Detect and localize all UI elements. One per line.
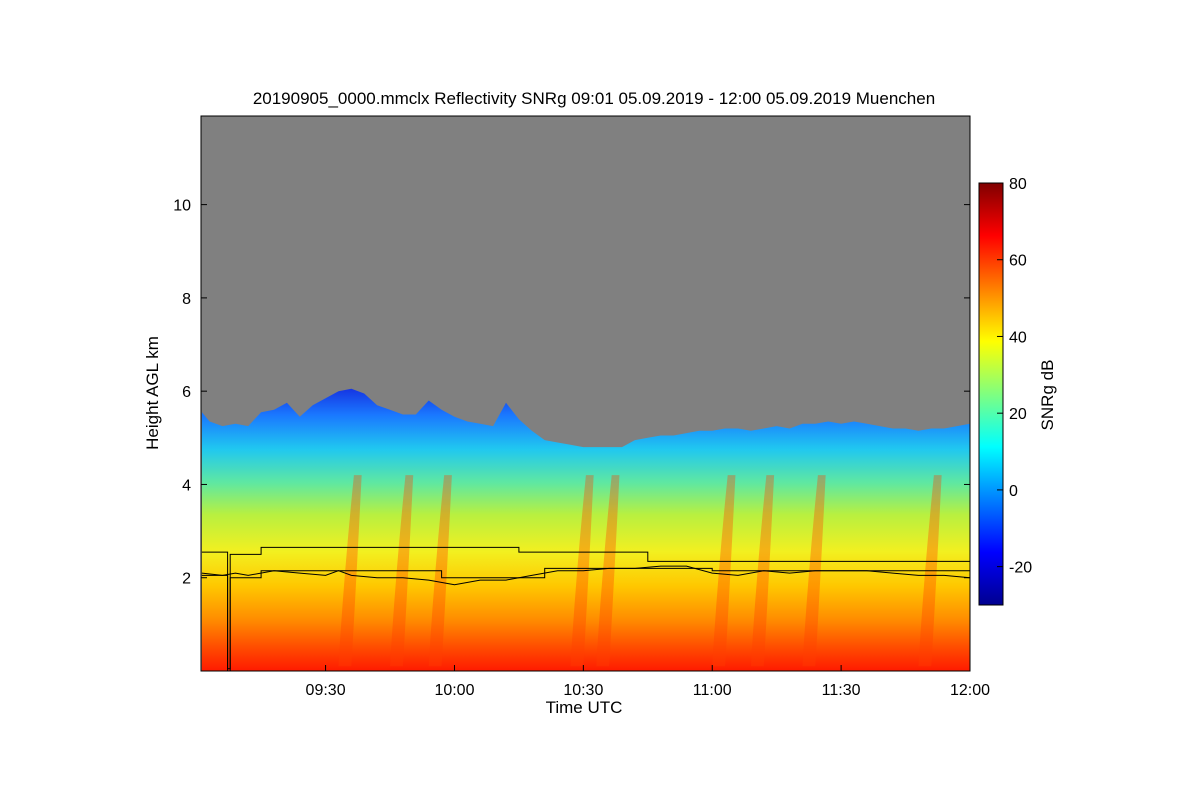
- x-tick-label: 11:00: [693, 682, 732, 699]
- radar-echo-area: [201, 388, 970, 671]
- x-tick-label: 10:30: [563, 682, 603, 699]
- y-tick-label: 8: [182, 291, 191, 308]
- series-line: [201, 567, 970, 671]
- y-tick-label: 4: [182, 477, 191, 494]
- x-axis: 09:30 10:00 10:30 11:00 11:30 12:00: [306, 665, 990, 699]
- plot-frame: [200, 115, 971, 672]
- y-tick-label: 6: [182, 384, 191, 401]
- colorbar-label: SNRg dB: [1038, 360, 1057, 431]
- x-tick-label: 12:00: [950, 682, 990, 699]
- y-axis-title: Height AGL km: [143, 336, 162, 450]
- colorbar: -20 0 20 40 60 80 SNRg dB: [978, 176, 1057, 606]
- colorbar-tick-label: -20: [1009, 560, 1032, 577]
- x-axis-title: Time UTC: [546, 698, 623, 717]
- series-lines: [201, 546, 970, 671]
- x-tick-label: 11:30: [822, 682, 861, 699]
- colorbar-tick-label: 0: [1009, 483, 1018, 500]
- chart-title: 20190905_0000.mmclx Reflectivity SNRg 09…: [253, 89, 935, 108]
- colorbar-tick-label: 20: [1009, 406, 1027, 423]
- colorbar-ticks: -20 0 20 40 60 80: [997, 176, 1032, 577]
- colorbar-gradient: [978, 182, 1004, 606]
- y-tick-label: 10: [173, 198, 191, 215]
- x-tick-label: 10:00: [434, 682, 474, 699]
- colorbar-tick-label: 40: [1009, 329, 1027, 346]
- fall-streak: [596, 475, 620, 667]
- colorbar-tick-label: 80: [1009, 176, 1027, 193]
- y-axis: 2 4 6 8 10: [173, 198, 970, 588]
- colorbar-tick-label: 60: [1009, 253, 1027, 270]
- y-tick-label: 2: [182, 571, 191, 588]
- plot-area: [200, 115, 971, 672]
- x-tick-label: 09:30: [306, 682, 346, 699]
